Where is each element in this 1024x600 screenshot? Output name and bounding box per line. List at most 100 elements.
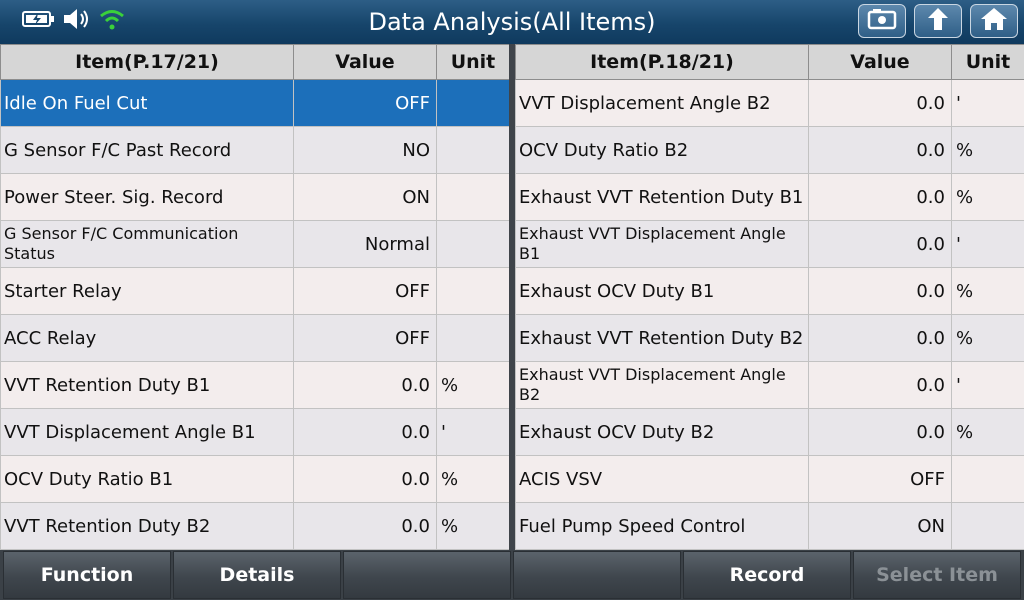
screenshot-button[interactable] xyxy=(858,4,906,38)
item-value: Normal xyxy=(293,220,437,268)
screenshot-icon xyxy=(867,7,897,35)
item-name: Exhaust OCV Duty B2 xyxy=(515,408,809,456)
page-title: Data Analysis(All Items) xyxy=(368,8,656,36)
item-value: ON xyxy=(808,502,952,550)
item-value: OFF xyxy=(293,267,437,315)
table-row[interactable]: Starter Relay OFF xyxy=(0,267,510,315)
battery-charging-icon xyxy=(22,10,56,32)
table-row[interactable]: G Sensor F/C Communication Status Normal xyxy=(0,220,510,268)
item-name: G Sensor F/C Communication Status xyxy=(0,220,294,268)
item-value: 0.0 xyxy=(808,361,952,409)
item-value: 0.0 xyxy=(808,408,952,456)
item-value: OFF xyxy=(293,314,437,362)
item-name: Power Steer. Sig. Record xyxy=(0,173,294,221)
title-bar: Data Analysis(All Items) xyxy=(0,0,1024,45)
item-name: ACC Relay xyxy=(0,314,294,362)
left-data-table: Item(P.17/21) Value Unit Idle On Fuel Cu… xyxy=(0,44,510,550)
item-name: VVT Displacement Angle B2 xyxy=(515,79,809,127)
table-row[interactable]: OCV Duty Ratio B1 0.0% xyxy=(0,455,510,503)
wifi-icon xyxy=(98,7,126,35)
item-unit xyxy=(436,126,510,174)
item-unit: % xyxy=(436,455,510,503)
table-row[interactable]: Exhaust VVT Displacement Angle B2 0.0 ' xyxy=(515,361,1024,409)
item-name: Fuel Pump Speed Control xyxy=(515,502,809,550)
item-name: OCV Duty Ratio B2 xyxy=(515,126,809,174)
item-unit xyxy=(436,314,510,362)
item-name: Starter Relay xyxy=(0,267,294,315)
item-unit: ' xyxy=(951,361,1024,409)
item-unit: % xyxy=(951,408,1024,456)
item-unit: % xyxy=(951,126,1024,174)
table-row[interactable]: Fuel Pump Speed Control ON xyxy=(515,502,1024,550)
item-name: Exhaust VVT Retention Duty B1 xyxy=(515,173,809,221)
item-value: 0.0 xyxy=(808,173,952,221)
item-value: OFF xyxy=(293,79,437,127)
item-value: 0.0 xyxy=(293,408,437,456)
item-unit: % xyxy=(951,267,1024,315)
item-value: 0.0 xyxy=(808,267,952,315)
item-name: Exhaust VVT Displacement Angle B1 xyxy=(515,220,809,268)
item-name: VVT Retention Duty B2 xyxy=(0,502,294,550)
column-header-unit: Unit xyxy=(951,44,1024,80)
column-header-value: Value xyxy=(808,44,952,80)
function-button[interactable]: Function xyxy=(3,551,171,599)
item-unit: % xyxy=(436,361,510,409)
column-header-unit: Unit xyxy=(436,44,510,80)
item-unit: ' xyxy=(436,408,510,456)
item-unit xyxy=(436,220,510,268)
table-row[interactable]: Exhaust OCV Duty B1 0.0% xyxy=(515,267,1024,315)
select-item-button[interactable]: Select Item xyxy=(853,551,1021,599)
table-row[interactable]: ACC Relay OFF xyxy=(0,314,510,362)
table-row[interactable]: Power Steer. Sig. Record ON xyxy=(0,173,510,221)
table-row[interactable]: Exhaust VVT Displacement Angle B1 0.0 ' xyxy=(515,220,1024,268)
item-name: VVT Retention Duty B1 xyxy=(0,361,294,409)
item-unit: ' xyxy=(951,220,1024,268)
item-unit: % xyxy=(951,314,1024,362)
item-name: Idle On Fuel Cut xyxy=(0,79,294,127)
item-name: Exhaust VVT Retention Duty B2 xyxy=(515,314,809,362)
item-name: VVT Displacement Angle B1 xyxy=(0,408,294,456)
table-row[interactable]: VVT Displacement Angle B2 0.0 ' xyxy=(515,79,1024,127)
home-button[interactable] xyxy=(970,4,1018,38)
table-row[interactable]: OCV Duty Ratio B2 0.0% xyxy=(515,126,1024,174)
details-button[interactable]: Details xyxy=(173,551,341,599)
record-button[interactable]: Record xyxy=(683,551,851,599)
table-row[interactable]: Exhaust VVT Retention Duty B1 0.0% xyxy=(515,173,1024,221)
item-unit xyxy=(951,455,1024,503)
item-unit xyxy=(436,173,510,221)
item-value: 0.0 xyxy=(808,79,952,127)
table-row[interactable]: Exhaust VVT Retention Duty B2 0.0% xyxy=(515,314,1024,362)
back-button[interactable] xyxy=(914,4,962,38)
back-arrow-icon xyxy=(923,6,953,36)
item-unit xyxy=(436,79,510,127)
speaker-icon xyxy=(62,7,92,35)
item-unit: ' xyxy=(951,79,1024,127)
bottom-function-bar: Function Details Record Select Item xyxy=(0,550,1024,600)
right-data-panel: Item(P.18/21) Value Unit VVT Displacemen… xyxy=(515,44,1024,550)
panel-divider xyxy=(509,44,515,550)
status-icons xyxy=(22,8,126,34)
item-value: 0.0 xyxy=(808,314,952,362)
table-row[interactable]: ACIS VSV OFF xyxy=(515,455,1024,503)
item-value: 0.0 xyxy=(293,455,437,503)
column-header-item: Item(P.17/21) xyxy=(0,44,294,80)
item-name: G Sensor F/C Past Record xyxy=(0,126,294,174)
item-name: Exhaust VVT Displacement Angle B2 xyxy=(515,361,809,409)
item-value: NO xyxy=(293,126,437,174)
column-header-item: Item(P.18/21) xyxy=(515,44,809,80)
table-row[interactable]: G Sensor F/C Past Record NO xyxy=(0,126,510,174)
item-value: 0.0 xyxy=(808,220,952,268)
table-row[interactable]: VVT Displacement Angle B1 0.0 ' xyxy=(0,408,510,456)
empty-button-2[interactable] xyxy=(513,551,681,599)
item-value: 0.0 xyxy=(808,126,952,174)
item-value: ON xyxy=(293,173,437,221)
table-row[interactable]: Idle On Fuel Cut OFF xyxy=(0,79,510,127)
item-unit: % xyxy=(436,502,510,550)
table-row[interactable]: VVT Retention Duty B2 0.0% xyxy=(0,502,510,550)
left-data-panel: Item(P.17/21) Value Unit Idle On Fuel Cu… xyxy=(0,44,510,550)
table-row[interactable]: VVT Retention Duty B1 0.0% xyxy=(0,361,510,409)
right-data-table: Item(P.18/21) Value Unit VVT Displacemen… xyxy=(515,44,1024,550)
empty-button-1[interactable] xyxy=(343,551,511,599)
table-row[interactable]: Exhaust OCV Duty B2 0.0% xyxy=(515,408,1024,456)
item-unit xyxy=(951,502,1024,550)
